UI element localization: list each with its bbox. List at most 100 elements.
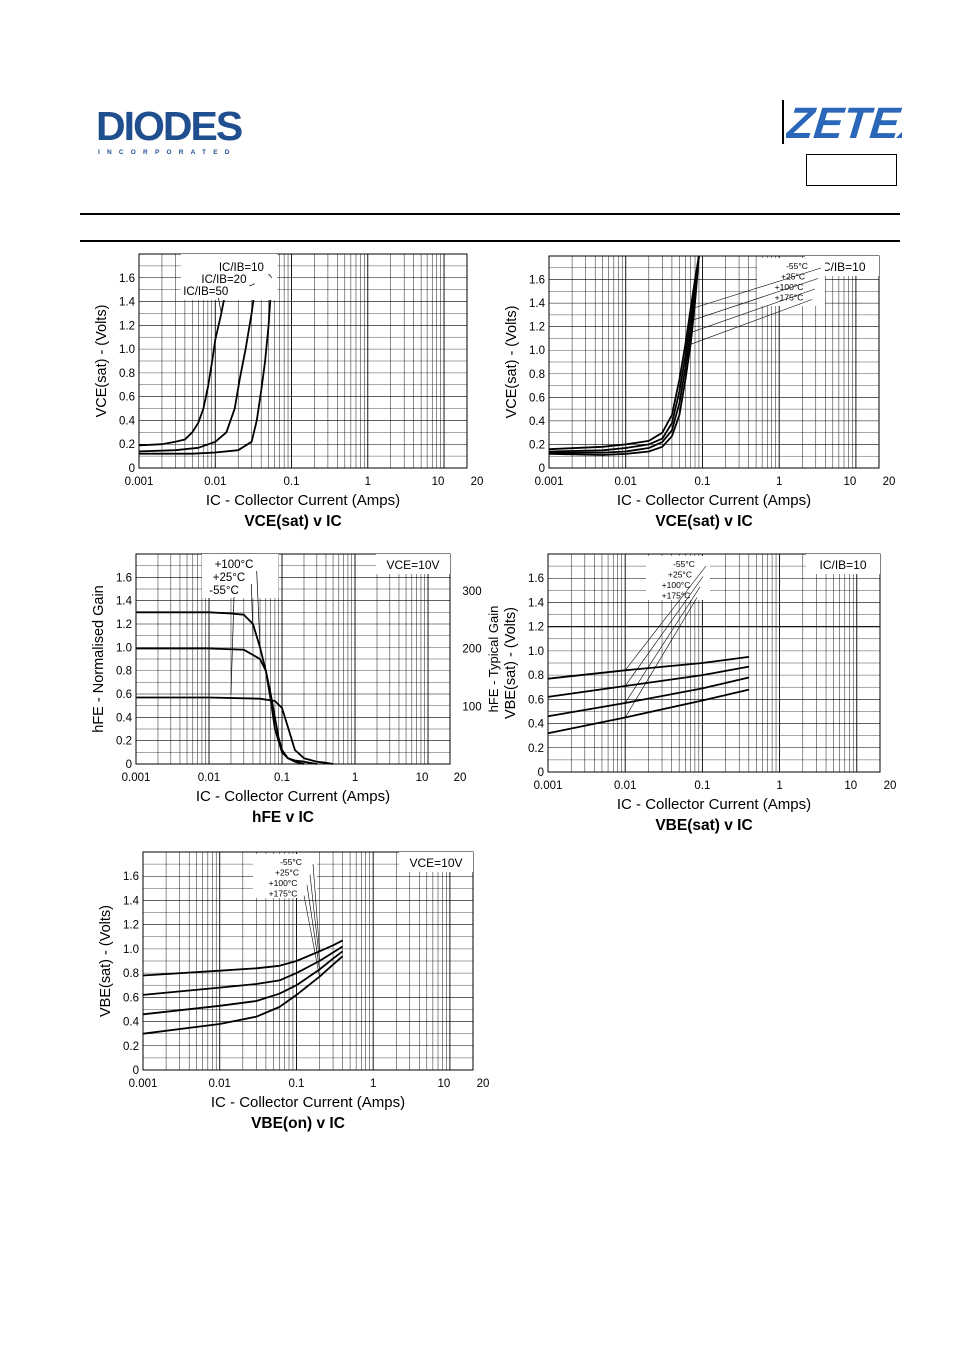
plot-frame <box>138 253 468 469</box>
y-tick-label: 0.4 <box>116 712 133 724</box>
x-tick-label: 1 <box>365 476 371 488</box>
series-label: +100°C <box>215 559 254 571</box>
y-tick-label: 0.4 <box>123 1017 140 1029</box>
y-axis-label: VBE(sat) - (Volts) <box>503 607 519 719</box>
series-group <box>138 275 273 455</box>
leader-line <box>690 299 813 345</box>
series-line <box>547 665 750 698</box>
chart-vbeon-vs-ic: 0 0.2 0.4 0.6 0.8 1.0 1.2 1.4 1.6 0.001 0.01 0.1 1 10… <box>98 851 489 1132</box>
x-tick-label: 10 <box>438 1078 451 1090</box>
y-tick-label: 1.4 <box>529 298 546 310</box>
x-tick-label: 20 <box>471 476 484 488</box>
series-line <box>138 275 258 453</box>
y-tick-label: 0.8 <box>123 968 139 980</box>
series-label: +175°C <box>662 591 691 601</box>
y-tick-label: 1.4 <box>116 596 133 608</box>
zetex-logo: ZETEX <box>786 99 902 146</box>
y-tick-label: 0 <box>538 767 544 779</box>
series-label: -55°C <box>673 559 695 569</box>
y-tick-label: 0.6 <box>529 392 545 404</box>
chart-vcesat-vs-ic-ratio: 0 0.2 0.4 0.6 0.8 1.0 1.2 1.4 1.6 0.001 0.01 0.1 1 10… <box>94 253 484 530</box>
x-tick-label: 0.01 <box>614 780 636 792</box>
x-tick-label: 1 <box>776 780 782 792</box>
y-tick-label: 0 <box>126 759 132 771</box>
y-tick-label: 1.2 <box>529 322 545 334</box>
y-tick-label: 1.0 <box>529 345 545 357</box>
y-tick-label: 1.0 <box>123 944 139 956</box>
y-tick-label: 0.6 <box>123 992 139 1004</box>
series-label: +25°C <box>275 868 299 878</box>
y2-tick-label: 200 <box>462 644 481 656</box>
series-labels: -55°C+25°C+100°C+175°C <box>690 258 825 345</box>
legend-box <box>253 854 317 898</box>
y-tick-label: 0.6 <box>528 694 544 706</box>
series-line <box>142 950 344 1016</box>
x-tick-label: 0.1 <box>694 476 710 488</box>
diodes-logo-subtext: INCORPORATED <box>98 149 237 156</box>
y-tick-label: 0.8 <box>529 369 545 381</box>
leader-line <box>218 297 222 314</box>
chart-title: VBE(on) v IC <box>251 1115 345 1132</box>
legend-title-bg <box>806 554 880 574</box>
y2-tick-label: 300 <box>462 586 481 598</box>
y-tick-label: 1.2 <box>528 622 544 634</box>
y-axis-label: hFE - Normalised Gain <box>91 585 107 732</box>
x-tick-label: 0.01 <box>204 476 226 488</box>
y-axis-label: VBE(sat) - (Volts) <box>98 905 114 1017</box>
leader-line <box>624 586 701 704</box>
legend-title: IC/IB=10 <box>819 558 866 572</box>
leader-line <box>230 596 235 695</box>
leader-line <box>256 570 261 648</box>
x-tick-label: 0.1 <box>694 780 710 792</box>
y-tick-label: 0.4 <box>528 719 545 731</box>
diodes-logo: DIODES INCORPORATED <box>96 104 244 156</box>
x-tick-label: 1 <box>352 772 358 784</box>
zetex-logo-text: ZETEX <box>786 99 902 146</box>
y-tick-label: 1.4 <box>123 895 140 907</box>
x-tick-label: 0.001 <box>129 1078 158 1090</box>
series-label: +100°C <box>775 282 804 292</box>
series-line <box>547 656 750 680</box>
plot-frame <box>547 553 881 773</box>
x-tick-label: 0.001 <box>122 772 151 784</box>
y-tick-label: 1.6 <box>119 273 135 285</box>
x-axis-label: IC - Collector Current (Amps) <box>617 492 811 509</box>
chart-title: hFE v IC <box>252 809 314 826</box>
leader-line <box>306 884 320 970</box>
leader-line <box>624 565 707 671</box>
leader-line <box>690 278 819 322</box>
series-line <box>547 676 750 718</box>
y-tick-label: 1.4 <box>119 297 136 309</box>
y-tick-label: 1.2 <box>123 920 139 932</box>
leader-line <box>312 863 320 952</box>
series-label: IC/IB=20 <box>201 274 246 286</box>
x-axis-label: IC - Collector Current (Amps) <box>211 1094 405 1111</box>
x-axis-label: IC - Collector Current (Amps) <box>617 796 811 813</box>
x-tick-label: 0.1 <box>288 1078 304 1090</box>
leader-line <box>624 597 698 718</box>
plot-frame <box>548 255 880 469</box>
legend-title: IC/IB=10 <box>818 260 865 274</box>
series-label: +175°C <box>775 293 804 303</box>
x-tick-label: 0.1 <box>284 476 300 488</box>
legend-title-bg <box>376 554 450 574</box>
y-tick-label: 1.2 <box>119 320 135 332</box>
x-tick-label: 10 <box>432 476 445 488</box>
leader-line <box>249 283 255 287</box>
leader-line <box>690 288 816 333</box>
x-tick-label: 10 <box>416 772 429 784</box>
x-tick-label: 0.001 <box>125 476 154 488</box>
y-tick-label: 0 <box>539 463 545 475</box>
series-labels: -55°C+25°C+100°C+175°C <box>253 854 320 977</box>
series-line <box>548 255 700 456</box>
zetex-divider <box>782 100 784 144</box>
x-tick-label: 20 <box>454 772 467 784</box>
y-tick-label: 0.2 <box>123 1041 139 1053</box>
header-rule-top <box>80 213 900 215</box>
header-rule-bottom <box>80 240 900 242</box>
series-label: -55°C <box>786 261 808 271</box>
y-tick-label: 1.2 <box>116 619 132 631</box>
series-label: +100°C <box>269 878 298 888</box>
legend-title-bg <box>399 852 473 872</box>
